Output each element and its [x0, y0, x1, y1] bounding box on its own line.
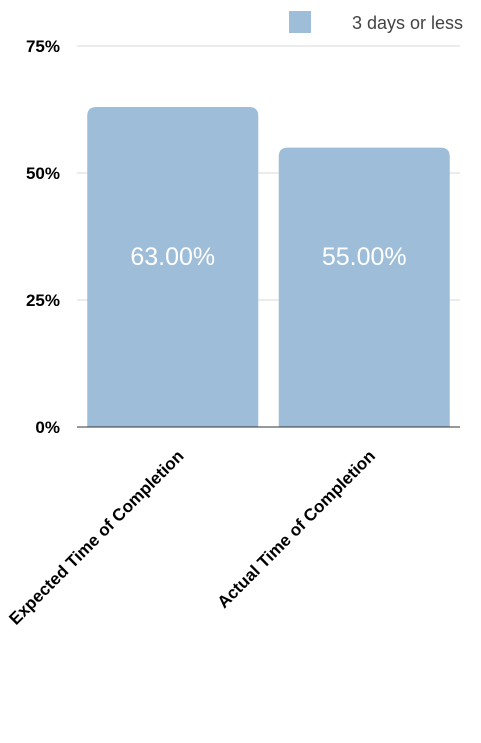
- bar: [278, 147, 450, 427]
- bars: 63.00% 55.00%: [87, 106, 450, 428]
- legend: 3 days or less: [289, 11, 463, 33]
- y-tick-label: 0%: [35, 418, 60, 437]
- x-tick-label: Expected Time of Completion: [5, 446, 187, 628]
- bar-data-label: 55.00%: [322, 243, 407, 271]
- bar-data-label: 63.00%: [130, 243, 215, 271]
- bar: [87, 106, 259, 428]
- legend-swatch: [289, 11, 311, 33]
- legend-label: 3 days or less: [352, 13, 463, 33]
- x-tick-label: Actual Time of Completion: [214, 446, 379, 611]
- y-tick-label: 75%: [26, 37, 60, 56]
- y-tick-label: 25%: [26, 291, 60, 310]
- y-tick-label: 50%: [26, 164, 60, 183]
